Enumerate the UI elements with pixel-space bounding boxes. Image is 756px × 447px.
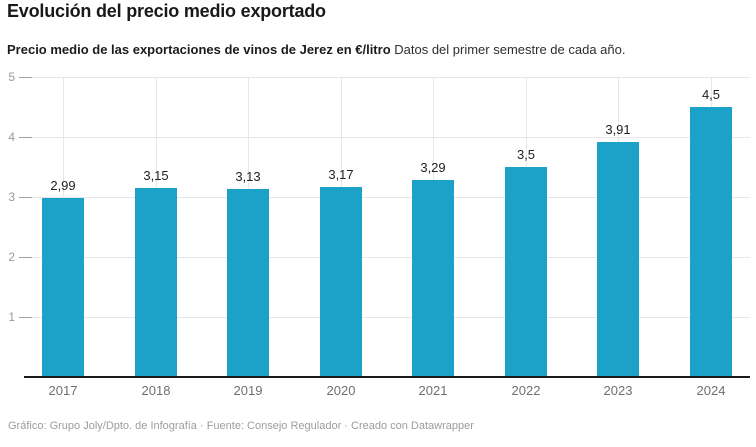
x-axis-label-2021: 2021	[418, 383, 448, 398]
x-axis-label-2019: 2019	[233, 383, 263, 398]
y-axis-tick	[19, 197, 32, 198]
bar-2019[interactable]	[227, 189, 269, 377]
y-axis-label: 5	[8, 70, 15, 84]
y-axis-tick	[19, 137, 32, 138]
bar-value-label-2023: 3,91	[605, 122, 631, 138]
bar-value-label-2020: 3,17	[328, 166, 354, 182]
bar-2022[interactable]	[505, 167, 547, 377]
y-axis-label: 2	[8, 250, 15, 264]
bar-value-label-2019: 3,13	[235, 169, 261, 185]
x-axis-label-2017: 2017	[48, 383, 78, 398]
y-axis-label: 3	[8, 190, 15, 204]
x-axis-label-2024: 2024	[696, 383, 726, 398]
chart-credit: Gráfico: Grupo Joly/Dpto. de Infografía …	[8, 420, 474, 432]
bar-2018[interactable]	[135, 188, 177, 377]
bar-2020[interactable]	[320, 186, 362, 377]
gridline-y-4	[25, 137, 750, 138]
x-axis-label-2022: 2022	[511, 383, 541, 398]
gridline-y-3	[25, 197, 750, 198]
x-axis-label-2023: 2023	[603, 383, 633, 398]
bar-2021[interactable]	[412, 179, 454, 377]
gridline-y-1	[25, 317, 750, 318]
chart-title: Evolución del precio medio exportado	[7, 1, 326, 21]
chart-subtitle: Precio medio de las exportaciones de vin…	[7, 41, 625, 58]
subtitle-note-text: Datos del primer semestre de cada año.	[390, 42, 626, 57]
bar-value-label-2017: 2,99	[50, 177, 76, 193]
x-axis-baseline	[24, 376, 750, 378]
x-axis-label-2018: 2018	[141, 383, 171, 398]
bar-value-label-2022: 3,5	[516, 147, 536, 162]
gridline-y-5	[25, 77, 750, 78]
subtitle-bold-text: Precio medio de las exportaciones de vin…	[7, 42, 391, 57]
y-axis-label: 1	[8, 310, 15, 324]
bar-2023[interactable]	[597, 142, 639, 377]
y-axis-tick	[19, 77, 32, 78]
bar-2024[interactable]	[690, 107, 732, 377]
x-axis-label-2020: 2020	[326, 383, 356, 398]
gridline-y-2	[25, 257, 750, 258]
bar-2017[interactable]	[42, 197, 84, 377]
bar-value-label-2024: 4,5	[701, 87, 721, 102]
y-axis-label: 4	[8, 130, 15, 144]
y-axis-tick	[19, 317, 32, 318]
bar-value-label-2021: 3,29	[420, 159, 446, 175]
bar-value-label-2018: 3,15	[143, 168, 169, 183]
y-axis-tick	[19, 257, 32, 258]
